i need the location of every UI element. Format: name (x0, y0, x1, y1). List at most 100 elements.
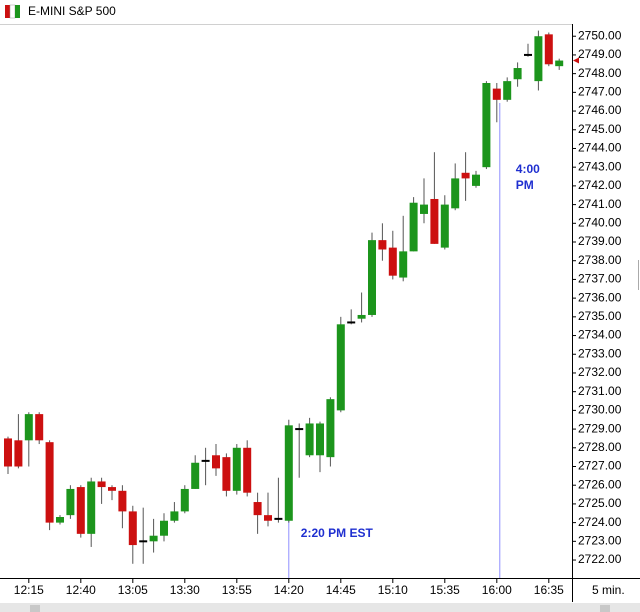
y-tick-label: 2747.00 (578, 85, 622, 99)
chart-title: E-MINI S&P 500 (28, 4, 116, 18)
y-tick-label: 2726.00 (578, 477, 622, 491)
y-tick-label: 2748.00 (578, 66, 622, 80)
candle-body (56, 517, 64, 523)
candle-body (14, 440, 23, 467)
candle-body (534, 36, 543, 82)
y-tick-label: 2749.00 (578, 47, 622, 61)
candle-body (76, 487, 85, 534)
candle-body (108, 487, 116, 491)
y-tick-label: 2735.00 (578, 309, 622, 323)
candle-body (222, 457, 231, 491)
candle-body (180, 488, 189, 512)
candle-body (451, 178, 460, 209)
y-tick-label: 2744.00 (578, 141, 622, 155)
candle-body (420, 204, 428, 214)
scrollbar-thumb[interactable] (600, 605, 610, 612)
scrollbar-thumb[interactable] (30, 605, 40, 612)
annotation-text: 4:00 (516, 162, 540, 176)
candles (4, 30, 564, 564)
y-tick-label: 2734.00 (578, 328, 622, 342)
candle-body (378, 240, 387, 250)
x-tick-label: 12:40 (66, 583, 96, 597)
candle-body (66, 488, 75, 516)
candle-body (284, 425, 293, 521)
candle-body (87, 481, 96, 534)
y-tick-label: 2741.00 (578, 197, 622, 211)
y-tick-label: 2739.00 (578, 234, 622, 248)
candle-body (97, 481, 106, 488)
icon-part (5, 5, 10, 18)
candle-body (170, 511, 179, 521)
candle-body (4, 438, 12, 467)
x-tick-label: 15:10 (378, 583, 408, 597)
x-tick-label: 15:35 (430, 583, 460, 597)
candle-body (305, 423, 314, 456)
candle-body (149, 535, 158, 542)
candle-body (316, 423, 324, 456)
interval-label: 5 min. (592, 583, 625, 597)
y-tick-label: 2732.00 (578, 365, 622, 379)
y-tick-label: 2725.00 (578, 496, 622, 510)
y-tick-label: 2737.00 (578, 272, 622, 286)
candle-body (368, 240, 376, 315)
candle-body (440, 204, 449, 248)
y-tick-label: 2736.00 (578, 290, 622, 304)
candle-body (243, 447, 252, 493)
candle-body (253, 502, 262, 516)
y-tick-label: 2727.00 (578, 459, 622, 473)
icon-part (9, 4, 16, 19)
candle-body (482, 82, 491, 168)
x-tick-label: 13:05 (118, 583, 148, 597)
candle-body (191, 462, 200, 489)
y-tick-label: 2750.00 (578, 28, 622, 42)
candle-body (472, 174, 480, 186)
candle-body (544, 34, 553, 65)
x-tick-label: 16:35 (534, 583, 564, 597)
icon-part (15, 5, 20, 18)
y-tick-label: 2746.00 (578, 103, 622, 117)
candle-body (326, 399, 335, 458)
y-tick-label: 2742.00 (578, 178, 622, 192)
candle-body (118, 490, 127, 512)
y-tick-label: 2724.00 (578, 515, 622, 529)
y-tick-label: 2728.00 (578, 440, 622, 454)
annotations: 2:20 PM EST 4:00 PM (288, 102, 540, 578)
annotation-text: PM (516, 178, 534, 192)
candle-body (212, 455, 220, 469)
candle-body (45, 442, 54, 523)
y-tick-label: 2745.00 (578, 122, 622, 136)
x-tick-label: 14:20 (274, 583, 304, 597)
candle-body (35, 414, 44, 441)
candle-body (492, 88, 501, 100)
scrollbar[interactable] (0, 603, 640, 612)
y-tick-label: 2743.00 (578, 159, 622, 173)
last-price-marker (573, 57, 579, 64)
y-tick-label: 2733.00 (578, 346, 622, 360)
x-tick-label: 12:15 (14, 583, 44, 597)
candle-body (336, 324, 345, 411)
candle-body (555, 60, 564, 67)
header (0, 0, 640, 24)
y-tick-label: 2731.00 (578, 384, 622, 398)
candle-body (461, 172, 470, 179)
candle-body (160, 520, 168, 536)
candle-body (357, 314, 366, 319)
y-tick-label: 2723.00 (578, 533, 622, 547)
x-tick-label: 14:45 (326, 583, 356, 597)
candle-body (430, 198, 439, 244)
y-tick-label: 2722.00 (578, 552, 622, 566)
candle-body (24, 414, 33, 441)
candle-body (503, 81, 512, 100)
candle-body (409, 202, 418, 252)
candle-body (513, 68, 522, 80)
x-tick-label: 13:55 (222, 583, 252, 597)
y-tick-label: 2738.00 (578, 253, 622, 267)
candle-body (388, 247, 397, 276)
y-tick-label: 2729.00 (578, 421, 622, 435)
candle-body (399, 251, 408, 278)
candle-body (232, 447, 241, 491)
candle-body (128, 511, 137, 546)
